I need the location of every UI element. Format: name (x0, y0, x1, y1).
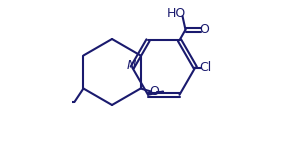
Text: N: N (127, 60, 136, 72)
Text: Cl: Cl (200, 61, 212, 74)
Text: O: O (149, 85, 159, 98)
Text: O: O (199, 23, 209, 36)
Text: HO: HO (167, 7, 186, 20)
